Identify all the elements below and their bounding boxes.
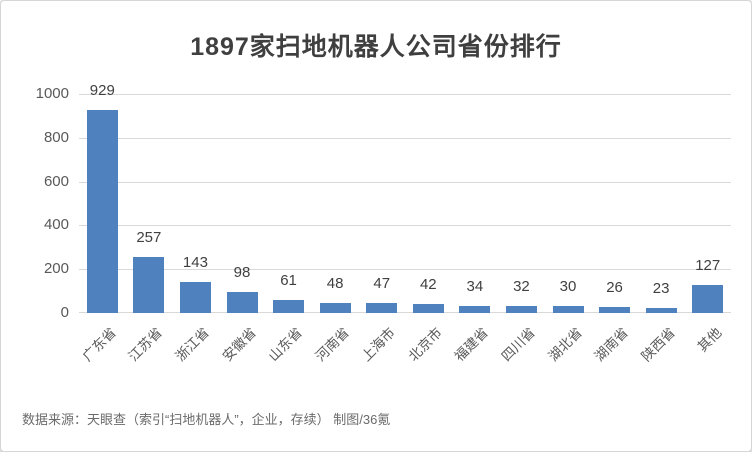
bar: [692, 285, 724, 313]
bar-value-label: 34: [466, 277, 484, 295]
bar: [226, 291, 258, 313]
bar: [599, 307, 631, 313]
x-tick-label: 上海市: [358, 324, 399, 365]
bar-value-label: 42: [419, 275, 437, 293]
y-tick-label: 800: [43, 128, 69, 146]
bar-value-label: 48: [326, 274, 344, 292]
source-note: 数据来源：天眼查（索引“扫地机器人”，企业，存续） 制图/36氪: [22, 412, 391, 427]
bar: [86, 109, 118, 313]
plot-area: 0 200 400 600 800 1000 929 广东省 257 江苏省 143 浙江省 98 安徽省…: [36, 83, 731, 364]
x-tick-label: 湖北省: [545, 324, 585, 365]
bar-value-label: 30: [559, 278, 577, 296]
x-tick-label: 陕西省: [638, 324, 678, 365]
x-tick-label: 江苏省: [126, 324, 166, 365]
bar: [645, 307, 677, 313]
bar: [412, 303, 444, 313]
bar-value-label: 61: [280, 271, 297, 289]
bar-value-label: 32: [513, 278, 530, 295]
gridline: [79, 269, 731, 271]
chart-title: 1897家扫地机器人公司省份排行: [190, 33, 562, 61]
bar-value-label: 127: [695, 257, 721, 275]
x-tick-label: 湖南省: [591, 324, 631, 365]
bar-value-label: 47: [373, 274, 391, 292]
bar-value-label: 26: [606, 279, 623, 297]
x-tick-label: 四川省: [498, 324, 538, 365]
bar: [179, 281, 211, 313]
bar: [505, 306, 537, 313]
bar: [133, 256, 165, 313]
x-tick-label: 其他: [694, 324, 725, 355]
x-tick-label: 浙江省: [172, 324, 212, 365]
gridline: [79, 181, 731, 183]
x-tick-label: 山东省: [265, 324, 305, 365]
bar: [366, 302, 398, 313]
y-tick-label: 200: [43, 260, 69, 278]
y-tick-label: 400: [43, 216, 69, 234]
x-tick-label: 安徽省: [219, 324, 259, 365]
gridline: [79, 94, 731, 95]
x-tick-label: 北京市: [405, 324, 445, 365]
y-tick-label: 600: [43, 172, 69, 190]
x-tick-label: 河南省: [312, 324, 352, 365]
y-tick-label: 1000: [35, 85, 69, 102]
bar: [552, 306, 584, 313]
bar-value-label: 143: [182, 253, 208, 271]
y-tick-label: 0: [60, 304, 69, 321]
bar: [319, 302, 351, 313]
x-tick-label: 福建省: [452, 324, 492, 365]
gridline: [79, 137, 731, 139]
bar-value-label: 98: [233, 263, 251, 281]
bar: [459, 305, 491, 313]
bar-value-label: 929: [89, 81, 115, 99]
x-tick-label: 广东省: [79, 324, 119, 365]
bar-value-label: 23: [652, 279, 670, 297]
gridline: [79, 225, 731, 227]
bar-value-label: 257: [136, 228, 162, 246]
gridline: [79, 312, 731, 313]
bar: [273, 299, 305, 313]
